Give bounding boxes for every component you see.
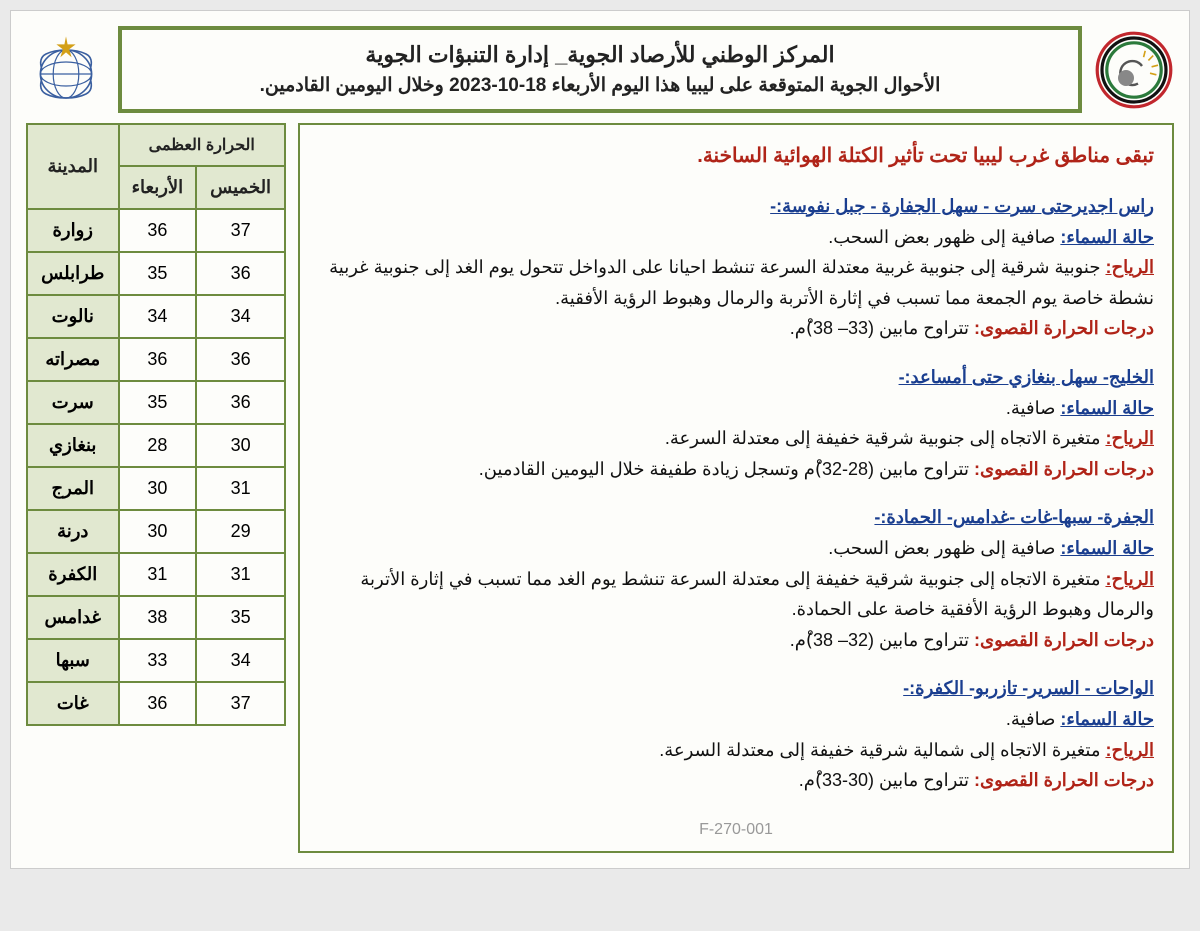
table-row: 3028بنغازي [27, 424, 285, 467]
table-row: 3538غدامس [27, 596, 285, 639]
intro-text: تبقى مناطق غرب ليبيا تحت تأثير الكتلة ال… [318, 139, 1154, 173]
region-block: راس اجديرحتى سرت - سهل الجفارة - جبل نفو… [318, 191, 1154, 344]
city-cell: سبها [27, 639, 119, 682]
table-row: 3635سرت [27, 381, 285, 424]
table-row: 3736غات [27, 682, 285, 725]
city-cell: المرج [27, 467, 119, 510]
max-temp-header: الحرارة العظمى [119, 124, 286, 166]
region-block: الجفرة- سبها-غات -غدامس- الحمادة:-حالة ا… [318, 502, 1154, 655]
city-cell: زوارة [27, 209, 119, 252]
city-cell: درنة [27, 510, 119, 553]
region-block: الخليج- سهل بنغازي حتى أمساعد:-حالة السم… [318, 362, 1154, 484]
table-row: 3635طرابلس [27, 252, 285, 295]
temp-day1-cell: 36 [119, 338, 197, 381]
temp-day2-cell: 36 [196, 381, 285, 424]
content-row: تبقى مناطق غرب ليبيا تحت تأثير الكتلة ال… [26, 123, 1174, 853]
temperature-table: الحرارة العظمى المدينة الخميس الأربعاء 3… [26, 123, 286, 726]
header-line2: الأحوال الجوية المتوقعة على ليبيا هذا ال… [142, 74, 1058, 97]
region-title: راس اجديرحتى سرت - سهل الجفارة - جبل نفو… [318, 191, 1154, 222]
region-title: الجفرة- سبها-غات -غدامس- الحمادة:- [318, 502, 1154, 533]
region-sky: حالة السماء: صافية. [318, 393, 1154, 424]
region-wind: الرياح: جنوبية شرقية إلى جنوبية غربية مع… [318, 252, 1154, 313]
city-cell: بنغازي [27, 424, 119, 467]
region-temp: درجات الحرارة القصوى: تتراوح مابين (32– … [318, 625, 1154, 656]
table-row: 3636مصراته [27, 338, 285, 381]
temp-day1-cell: 38 [119, 596, 197, 639]
city-cell: غات [27, 682, 119, 725]
temp-day1-cell: 35 [119, 252, 197, 295]
page: المركز الوطني للأرصاد الجوية_ إدارة التن… [10, 10, 1190, 869]
temp-day1-cell: 28 [119, 424, 197, 467]
region-temp: درجات الحرارة القصوى: تتراوح مابين (33– … [318, 313, 1154, 344]
region-wind: الرياح: متغيرة الاتجاه إلى جنوبية شرقية … [318, 564, 1154, 625]
wmo-logo-icon [26, 30, 106, 110]
temp-day2-cell: 34 [196, 295, 285, 338]
city-header: المدينة [27, 124, 119, 209]
temp-day2-cell: 36 [196, 252, 285, 295]
national-logo-icon [1094, 30, 1174, 110]
region-temp: درجات الحرارة القصوى: تتراوح مابين (30-3… [318, 765, 1154, 796]
temp-day2-cell: 36 [196, 338, 285, 381]
region-sky: حالة السماء: صافية إلى ظهور بعض السحب. [318, 222, 1154, 253]
temp-day2-cell: 37 [196, 209, 285, 252]
temp-day1-cell: 30 [119, 510, 197, 553]
city-cell: غدامس [27, 596, 119, 639]
city-cell: سرت [27, 381, 119, 424]
region-sky: حالة السماء: صافية. [318, 704, 1154, 735]
region-block: الواحات - السرير- تازربو- الكفرة:-حالة ا… [318, 673, 1154, 795]
region-temp: درجات الحرارة القصوى: تتراوح مابين (28-3… [318, 454, 1154, 485]
temp-day1-cell: 30 [119, 467, 197, 510]
temp-day2-cell: 34 [196, 639, 285, 682]
region-wind: الرياح: متغيرة الاتجاه إلى شمالية شرقية … [318, 735, 1154, 766]
table-row: 3130المرج [27, 467, 285, 510]
temp-day2-cell: 29 [196, 510, 285, 553]
header-line1: المركز الوطني للأرصاد الجوية_ إدارة التن… [142, 42, 1058, 68]
temp-day1-cell: 31 [119, 553, 197, 596]
city-cell: مصراته [27, 338, 119, 381]
header-row: المركز الوطني للأرصاد الجوية_ إدارة التن… [26, 26, 1174, 113]
city-cell: نالوت [27, 295, 119, 338]
temp-day1-cell: 35 [119, 381, 197, 424]
temp-day2-cell: 35 [196, 596, 285, 639]
table-row: 2930درنة [27, 510, 285, 553]
temp-day2-cell: 37 [196, 682, 285, 725]
table-row: 3434نالوت [27, 295, 285, 338]
temp-day1-cell: 34 [119, 295, 197, 338]
temp-day2-cell: 31 [196, 553, 285, 596]
day1-header: الأربعاء [119, 166, 197, 209]
region-title: الواحات - السرير- تازربو- الكفرة:- [318, 673, 1154, 704]
document-code: F-270-001 [318, 816, 1154, 843]
day2-header: الخميس [196, 166, 285, 209]
header-title-box: المركز الوطني للأرصاد الجوية_ إدارة التن… [118, 26, 1082, 113]
temp-day1-cell: 33 [119, 639, 197, 682]
region-sky: حالة السماء: صافية إلى ظهور بعض السحب. [318, 533, 1154, 564]
temp-day1-cell: 36 [119, 682, 197, 725]
forecast-box: تبقى مناطق غرب ليبيا تحت تأثير الكتلة ال… [298, 123, 1174, 853]
temp-day2-cell: 30 [196, 424, 285, 467]
temp-day1-cell: 36 [119, 209, 197, 252]
city-cell: طرابلس [27, 252, 119, 295]
table-row: 3131الكفرة [27, 553, 285, 596]
table-row: 3433سبها [27, 639, 285, 682]
region-title: الخليج- سهل بنغازي حتى أمساعد:- [318, 362, 1154, 393]
city-cell: الكفرة [27, 553, 119, 596]
region-wind: الرياح: متغيرة الاتجاه إلى جنوبية شرقية … [318, 423, 1154, 454]
table-row: 3736زوارة [27, 209, 285, 252]
temp-day2-cell: 31 [196, 467, 285, 510]
